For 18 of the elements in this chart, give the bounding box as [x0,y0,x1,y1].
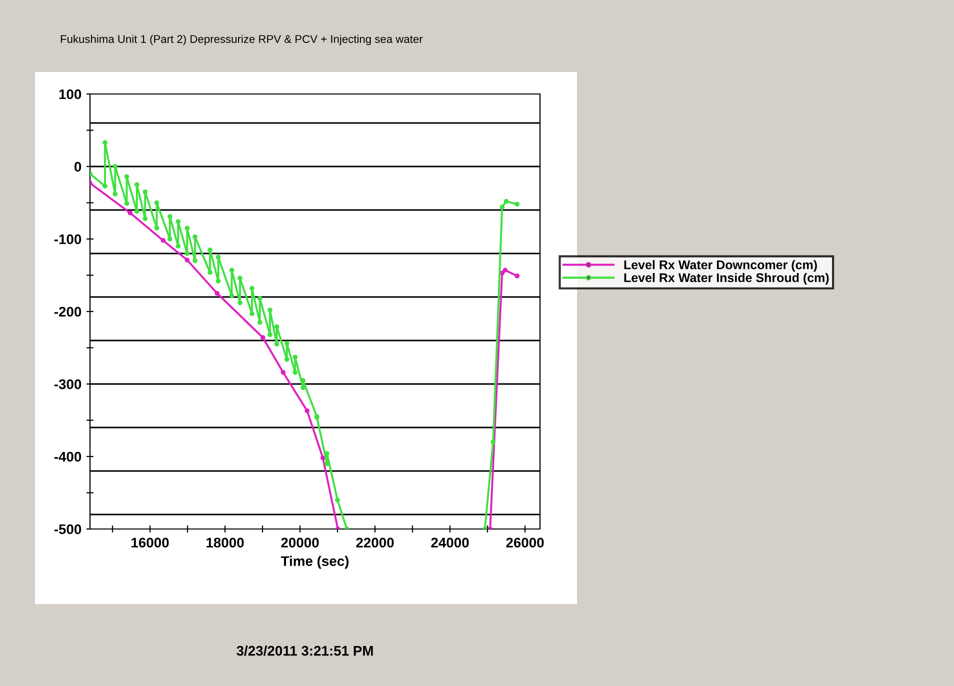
y-tick-label: -500 [54,524,82,534]
x-tick-label: 24000 [431,538,469,548]
y-tick-label: -400 [54,452,82,462]
text: 3/23/2011 3:21:51 PM [236,646,373,656]
legend-label: Level Rx Water Downcomer (cm) [624,260,817,272]
x-tick-label: 16000 [132,538,169,548]
x-tick-label: 20000 [281,538,319,548]
y-tick-label: 100 [59,89,82,100]
chart-title: Fukushima Unit 1 (Part 2) Depressurize RPV & PCV + Injecting sea water [60,34,423,46]
x-tick-label: 18000 [206,538,244,548]
legend-label: Level Rx Water Inside Shroud (cm) [624,272,829,285]
y-tick-label: -200 [54,306,82,317]
y-tick-label: 0 [74,162,82,172]
y-tick-label: -300 [54,379,82,390]
y-tick-label: -100 [54,234,82,244]
x-axis-title: Time (sec) [280,556,349,569]
x-tick-label: 22000 [356,538,394,548]
x-tick-label: 26000 [506,538,544,548]
